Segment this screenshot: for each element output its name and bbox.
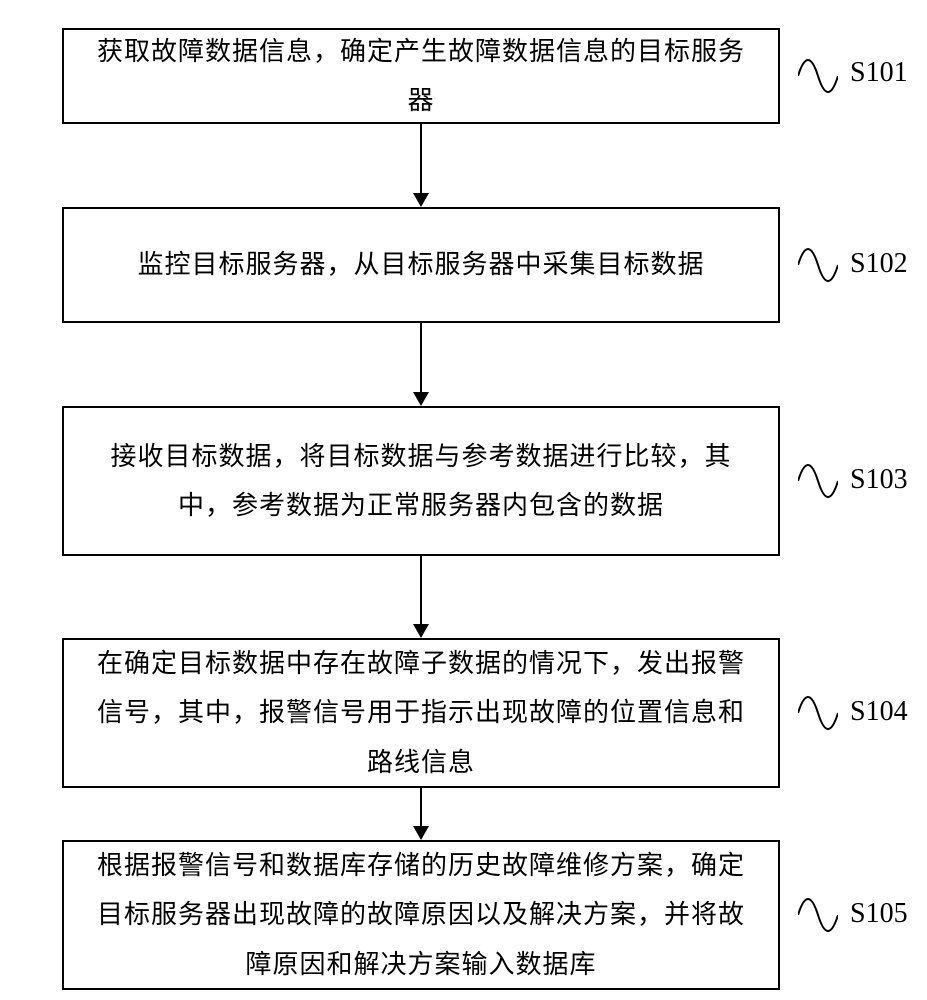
connector-curve-s101	[798, 48, 838, 108]
connector-curve-s102	[798, 237, 838, 297]
step-label-s101: S101	[850, 57, 908, 89]
step-box-s102: 监控目标服务器，从目标服务器中采集目标数据	[62, 207, 780, 323]
arrow-s104-s105	[413, 788, 429, 840]
connector-curve-s103	[798, 453, 838, 513]
connector-curve-s104	[798, 685, 838, 745]
arrow-s102-s103	[413, 323, 429, 406]
step-label-s103: S103	[850, 464, 908, 496]
step-text-s103: 接收目标数据，将目标数据与参考数据进行比较，其中，参考数据为正常服务器内包含的数…	[84, 432, 758, 531]
flowchart-canvas: 获取故障数据信息，确定产生故障数据信息的目标服务器 S101 监控目标服务器，从…	[0, 0, 927, 1000]
arrow-s103-s104	[413, 556, 429, 638]
step-text-s104: 在确定目标数据中存在故障子数据的情况下，发出报警信号，其中，报警信号用于指示出现…	[84, 639, 758, 787]
step-text-s102: 监控目标服务器，从目标服务器中采集目标数据	[137, 240, 704, 289]
step-label-s102: S102	[850, 248, 908, 280]
connector-curve-s105	[798, 887, 838, 947]
step-box-s101: 获取故障数据信息，确定产生故障数据信息的目标服务器	[62, 28, 780, 124]
step-box-s104: 在确定目标数据中存在故障子数据的情况下，发出报警信号，其中，报警信号用于指示出现…	[62, 638, 780, 788]
step-label-s105: S105	[850, 898, 908, 930]
arrow-s101-s102	[413, 124, 429, 207]
step-box-s105: 根据报警信号和数据库存储的历史故障维修方案，确定目标服务器出现故障的故障原因以及…	[62, 840, 780, 990]
step-box-s103: 接收目标数据，将目标数据与参考数据进行比较，其中，参考数据为正常服务器内包含的数…	[62, 406, 780, 556]
step-label-s104: S104	[850, 696, 908, 728]
step-text-s105: 根据报警信号和数据库存储的历史故障维修方案，确定目标服务器出现故障的故障原因以及…	[84, 841, 758, 989]
step-text-s101: 获取故障数据信息，确定产生故障数据信息的目标服务器	[84, 27, 758, 126]
